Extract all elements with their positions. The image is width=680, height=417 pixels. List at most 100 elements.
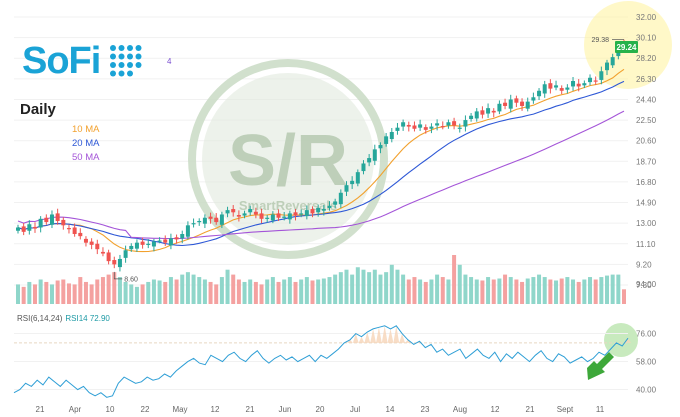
candle-body: [293, 212, 298, 216]
logo-dot: [127, 70, 133, 77]
volume-bar: [576, 281, 581, 304]
volume-bar: [361, 269, 366, 304]
volume-bar: [95, 279, 100, 304]
price-axis: 32.00 30.10 28.20 26.30 24.40 22.50 20.60 18.70…: [636, 13, 657, 290]
candle-body: [599, 71, 604, 80]
volume-bar: [304, 277, 309, 304]
watermark-disc: [202, 73, 374, 245]
candle-body: [367, 158, 372, 163]
volume-bar: [236, 279, 241, 304]
volume-bar: [270, 277, 275, 304]
volume-bar: [531, 277, 536, 304]
logo-dots: [110, 45, 142, 77]
price-tick-label: 16.80: [636, 178, 657, 187]
logo-dot: [110, 62, 116, 68]
volume-bar: [27, 281, 32, 304]
candle-body: [259, 213, 264, 219]
candle-body: [389, 132, 394, 140]
candle-body: [16, 227, 20, 231]
volume-bar: [32, 284, 37, 304]
price-tick-label: 28.20: [636, 54, 657, 63]
green-arrow-icon: [587, 352, 614, 380]
candle-body: [378, 145, 383, 149]
chart-annotations: 29.24 29.38 8.60: [113, 37, 638, 283]
candle-body: [542, 84, 547, 94]
volume-bar: [202, 279, 207, 304]
volume-bar: [282, 279, 287, 304]
time-tick-label: 21: [526, 405, 535, 414]
volume-bar: [491, 279, 496, 304]
candle-body: [344, 185, 349, 192]
candle-body: [117, 258, 122, 268]
candle-body: [401, 122, 406, 127]
volume-bar: [571, 279, 576, 304]
low-label: 8.60: [124, 276, 138, 283]
ma-line-2: [17, 80, 625, 247]
candle-body: [480, 110, 485, 115]
rsi-overbought-fill: [347, 325, 631, 343]
volume-bar: [525, 278, 530, 304]
candle-body: [537, 90, 542, 97]
volume-bar: [463, 274, 468, 304]
candle-body: [299, 213, 304, 215]
volume-bar: [542, 277, 547, 304]
candle-body: [497, 103, 502, 112]
price-tick-label: 18.70: [636, 157, 657, 166]
candle-body: [418, 124, 423, 128]
logo-dot: [118, 62, 125, 68]
volume-bar: [588, 277, 593, 304]
time-tick-label: 20: [316, 405, 325, 414]
volume-bar: [214, 284, 219, 304]
candle-body: [316, 207, 321, 213]
candle-body: [486, 108, 491, 114]
volume-bar: [412, 277, 417, 304]
timeframe-label: Daily: [20, 101, 56, 118]
price-tick-label: 13.00: [636, 219, 657, 228]
rsi-value: RSI14 72.90: [65, 314, 110, 323]
candle-body: [202, 217, 207, 224]
volume-bar: [21, 286, 26, 304]
candle-body: [219, 214, 224, 225]
price-tick-label: 32.00: [636, 13, 657, 22]
candle-body: [372, 149, 377, 161]
volume-bar: [384, 272, 389, 304]
volume-bar: [582, 279, 587, 304]
candle-body: [474, 111, 479, 119]
volume-bar: [157, 280, 162, 304]
candle-body: [214, 217, 219, 223]
candle-body: [61, 219, 66, 226]
candle-body: [508, 99, 513, 109]
volume-bar: [191, 274, 196, 304]
volume-bar: [287, 277, 292, 304]
candle-body: [333, 201, 338, 205]
candle-body: [134, 242, 139, 249]
volume-bar: [610, 274, 615, 304]
volume-bar: [599, 277, 604, 304]
candle-body: [571, 81, 576, 87]
rsi-legend: RSI(6,14,24) RSI14 72.90: [17, 314, 110, 323]
candle-body: [208, 216, 213, 219]
time-tick-label: 11: [596, 405, 605, 414]
volume-bar: [429, 279, 434, 304]
volume-bar: [554, 280, 559, 304]
candle-body: [287, 213, 292, 220]
volume-bar: [248, 279, 253, 304]
volume-bar: [372, 269, 377, 304]
ma50-legend: 50 MA: [72, 152, 100, 163]
candle-body: [304, 210, 309, 217]
ma20-legend: 20 MA: [72, 138, 100, 149]
time-tick-label: 21: [246, 405, 255, 414]
volume-bar: [395, 269, 400, 304]
rsi-panel: 76.00 58.00 40.00: [13, 325, 657, 398]
candle-body: [559, 88, 564, 91]
candle-body: [242, 213, 247, 216]
candle-body: [112, 260, 117, 265]
highlight-circle-rsi: [604, 323, 638, 357]
candle-body: [231, 209, 236, 213]
time-tick-label: 22: [141, 405, 150, 414]
time-tick-label: 14: [386, 405, 395, 414]
time-tick-label: Jul: [350, 405, 360, 414]
candle-body: [185, 225, 190, 237]
volume-bar: [185, 272, 190, 304]
